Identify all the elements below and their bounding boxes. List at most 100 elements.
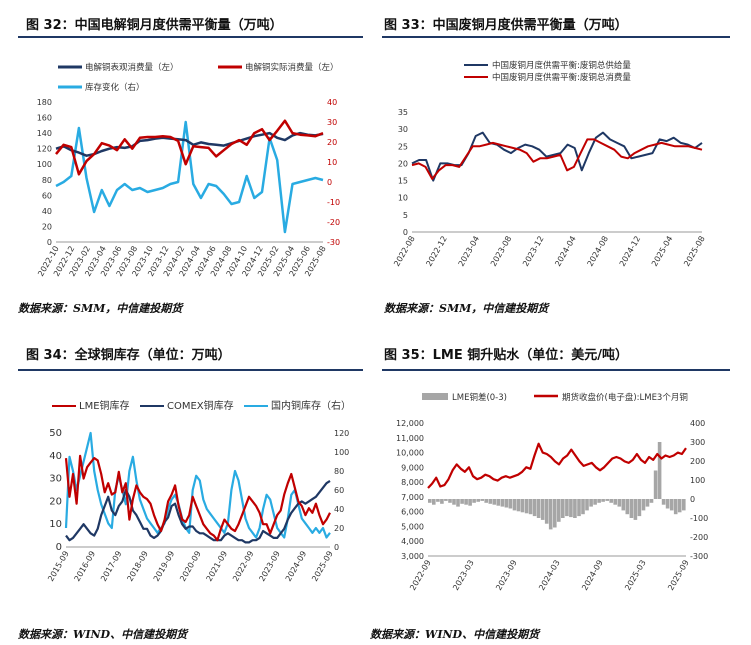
spread-bar bbox=[657, 442, 662, 499]
x-tick-label: 2023-08 bbox=[489, 235, 514, 268]
spread-bar bbox=[653, 470, 658, 499]
chart-title: 图 32：中国电解铜月度供需平衡量（万吨） bbox=[26, 18, 283, 33]
y-tick-label: 25 bbox=[398, 142, 408, 151]
spread-bar bbox=[484, 499, 488, 503]
divider bbox=[382, 369, 730, 371]
spread-bar bbox=[548, 499, 553, 530]
y-tick-label: 40 bbox=[42, 207, 52, 216]
chart-fig33: 中国废铜月度供需平衡:废铜总供给量 中国废铜月度供需平衡:废铜总消费量 0 5 10… bbox=[392, 60, 707, 268]
panel-fig33: 图 33：中国废铜月度供需平衡量（万吨） 中国废铜月度供需平衡:废铜总供给量 中… bbox=[376, 0, 751, 322]
spread-bar bbox=[508, 499, 513, 509]
legend-label-inventory-change: 库存变化（右） bbox=[85, 82, 145, 93]
spread-bar bbox=[500, 499, 505, 507]
spread-bar bbox=[589, 499, 593, 507]
spread-bar bbox=[569, 499, 573, 518]
spread-bar bbox=[597, 499, 601, 503]
y-tick-label: 120 bbox=[334, 429, 349, 438]
y-tick-label: -30 bbox=[327, 238, 340, 247]
x-tick-label: 2019-09 bbox=[152, 550, 177, 583]
spread-bar bbox=[432, 499, 436, 505]
y-tick-label: 10 bbox=[398, 194, 408, 203]
spread-bar bbox=[645, 499, 650, 507]
y-tick-label: 300 bbox=[690, 438, 705, 447]
spread-bar bbox=[524, 499, 529, 514]
y-tick-label: 10 bbox=[327, 158, 337, 167]
spread-bar bbox=[581, 499, 585, 515]
x-tick-label: 2022-08 bbox=[392, 235, 417, 268]
y-tick-label: 0 bbox=[56, 542, 62, 553]
y-tick-label: 60 bbox=[334, 486, 344, 495]
spread-bar bbox=[677, 499, 682, 513]
plot-area bbox=[55, 119, 324, 234]
spread-bar bbox=[613, 499, 617, 505]
source-note: 数据来源：SMM，中信建投期货 bbox=[384, 302, 549, 315]
spread-bar bbox=[573, 499, 577, 518]
divider bbox=[18, 36, 363, 38]
y-tick-label: 30 bbox=[398, 125, 408, 134]
x-tick-label: 2022-12 bbox=[424, 235, 449, 268]
panel-fig34: 图 34：全球铜库存（单位：万吨） LME铜库存 COMEX铜库存 国内铜库存（… bbox=[0, 322, 375, 645]
y-tick-label: 0 bbox=[47, 238, 52, 247]
legend-label-actual: 电解铜实际消费量（左） bbox=[245, 62, 339, 73]
spread-bar bbox=[561, 499, 565, 518]
y-tick-label: 100 bbox=[690, 476, 705, 485]
legend-swatch-spread bbox=[422, 393, 448, 400]
legend-label-consumption: 中国废铜月度供需平衡:废铜总消费量 bbox=[492, 72, 631, 83]
y-tick-label: 4,000 bbox=[401, 537, 424, 546]
x-tick-label: 2016-09 bbox=[73, 550, 98, 583]
spread-bar bbox=[605, 499, 609, 501]
x-tick-label: 2023-12 bbox=[521, 235, 546, 268]
x-tick-label: 2023-04 bbox=[457, 235, 482, 268]
y-tick-label: 9,000 bbox=[401, 463, 424, 472]
chart-title: 图 33：中国废铜月度供需平衡量（万吨） bbox=[384, 18, 628, 33]
source-note: 数据来源：WIND、中信建投期货 bbox=[370, 628, 540, 641]
spread-bar bbox=[641, 499, 646, 511]
legend-label-apparent: 电解铜表观消费量（左） bbox=[85, 62, 179, 73]
plot-area bbox=[427, 442, 687, 530]
x-tick-label: 2024-09 bbox=[580, 559, 605, 592]
x-tick-label: 2018-09 bbox=[125, 550, 150, 583]
spread-bar bbox=[504, 499, 509, 508]
spread-bar bbox=[557, 499, 561, 522]
y-tick-label: 7,000 bbox=[401, 493, 424, 502]
plot-area bbox=[64, 431, 331, 544]
spread-bar bbox=[448, 499, 452, 503]
legend-label-supply: 中国废铜月度供需平衡:废铜总供给量 bbox=[492, 60, 631, 71]
x-tick-label: 2024-04 bbox=[553, 235, 578, 268]
legend-label-lme: LME铜库存 bbox=[79, 399, 130, 412]
source-note: 数据来源：WIND、中信建投期货 bbox=[18, 628, 188, 641]
spread-bar bbox=[512, 499, 517, 511]
y-tick-label: -200 bbox=[690, 533, 708, 542]
legend-label-spread: LME铜差(0-3) bbox=[452, 392, 507, 403]
spread-bar bbox=[536, 499, 541, 518]
x-tick-label: 2022-09 bbox=[231, 550, 256, 583]
x-tick-label: 2022-09 bbox=[408, 559, 433, 592]
y-tick-label: 40 bbox=[334, 505, 344, 514]
spread-bar bbox=[633, 499, 638, 520]
panel-fig32: 图 32：中国电解铜月度供需平衡量（万吨） 电解铜表观消费量（左） 电解铜实际消… bbox=[0, 0, 375, 322]
y-tick-label: 20 bbox=[42, 222, 52, 231]
y-tick-label: 5 bbox=[403, 211, 408, 220]
series-line-domestic bbox=[64, 431, 331, 539]
legend-label-domestic: 国内铜库存（右） bbox=[271, 399, 351, 412]
y-tick-label: 0 bbox=[690, 495, 695, 504]
legend: 中国废铜月度供需平衡:废铜总供给量 中国废铜月度供需平衡:废铜总消费量 bbox=[464, 60, 631, 83]
y-tick-label: 0 bbox=[334, 543, 339, 552]
x-tick-label: 2024-03 bbox=[537, 559, 562, 592]
axes: 0 5 10 15 20 25 30 35 2022-08 2022-12 2023-04 2023-… bbox=[392, 108, 707, 268]
y-tick-label: 15 bbox=[398, 177, 408, 186]
spread-bar bbox=[452, 499, 456, 505]
chart-fig32: 电解铜表观消费量（左） 电解铜实际消费量（左） 库存变化（右） 0 20 40 60 8… bbox=[36, 62, 340, 278]
y-tick-label: 100 bbox=[334, 448, 349, 457]
y-tick-label: 200 bbox=[690, 457, 705, 466]
axes: 0 20 40 60 80 100 120 140 160 180 -30 -20 -10 0 10 20 30… bbox=[36, 98, 340, 278]
series-line-consumption bbox=[411, 138, 703, 180]
x-tick-label: 2025-03 bbox=[623, 559, 648, 592]
chart-title: 图 35：LME 铜升贴水（单位：美元/吨） bbox=[384, 348, 628, 363]
y-tick-label: 10,000 bbox=[396, 449, 424, 458]
legend: LME铜差(0-3) 期货收盘价(电子盘):LME3个月铜 bbox=[422, 392, 688, 403]
y-tick-label: 100 bbox=[37, 160, 52, 169]
y-tick-label: 30 bbox=[49, 474, 62, 485]
y-tick-label: 180 bbox=[37, 98, 52, 107]
spread-bar bbox=[577, 499, 581, 517]
